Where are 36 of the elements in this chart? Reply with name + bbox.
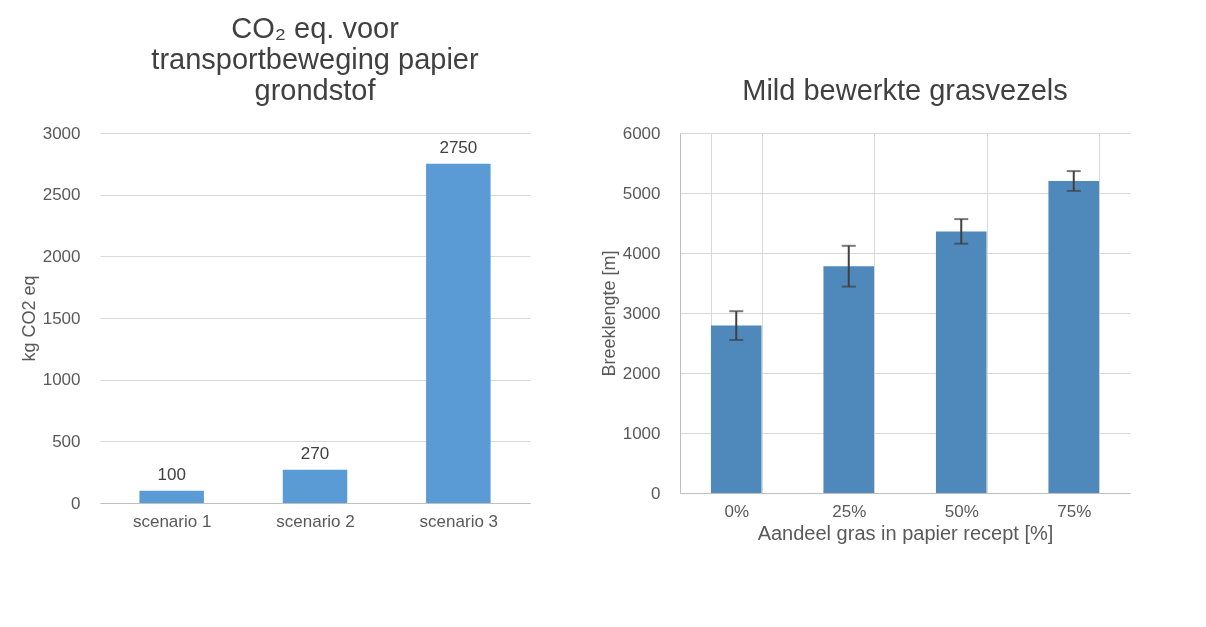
y-tick-label: 1000 <box>42 370 81 390</box>
bar <box>1048 181 1100 493</box>
data-label: 2750 <box>439 137 478 157</box>
y-tick-label: 2000 <box>42 246 81 266</box>
bar <box>282 469 348 503</box>
data-label: 100 <box>157 464 186 484</box>
x-tick-label: 50% <box>944 501 979 521</box>
y-tick-label: 1500 <box>42 308 81 328</box>
x-tick-label: scenario 1 <box>132 511 212 531</box>
x-tick-label: scenario 3 <box>419 511 499 531</box>
y-tick-label: 1000 <box>622 423 661 443</box>
x-tick-label: 0% <box>724 501 750 521</box>
bar <box>935 231 987 493</box>
x-axis-title: Aandeel gras in papier recept [%] <box>757 521 1054 544</box>
y-tick-label: 4000 <box>622 243 661 263</box>
x-tick-label: 25% <box>832 501 867 521</box>
y-tick-label: 500 <box>52 431 81 451</box>
y-tick-label: 3000 <box>622 303 661 323</box>
y-axis-title: kg CO2 eq <box>18 275 39 362</box>
y-tick-label: 2500 <box>42 185 81 205</box>
chart-title: Mild bewerkte grasvezels <box>742 74 1068 106</box>
y-tick-label: 0 <box>651 483 661 503</box>
bar <box>139 490 204 503</box>
y-tick-label: 6000 <box>622 123 661 143</box>
bar <box>823 266 875 493</box>
x-tick-label: 75% <box>1057 501 1092 521</box>
chart-title: CO₂ eq. voor transportbeweging papier grondstof <box>151 12 479 106</box>
data-label: 270 <box>300 443 330 463</box>
x-tick-label: scenario 2 <box>276 511 355 531</box>
y-tick-label: 2000 <box>622 363 661 383</box>
y-tick-label: 0 <box>71 493 81 513</box>
bar <box>710 325 762 493</box>
y-axis-title: Breeklengte [m] <box>598 250 619 377</box>
y-tick-label: 3000 <box>42 123 81 143</box>
bar <box>426 163 491 503</box>
y-tick-label: 5000 <box>622 183 661 203</box>
